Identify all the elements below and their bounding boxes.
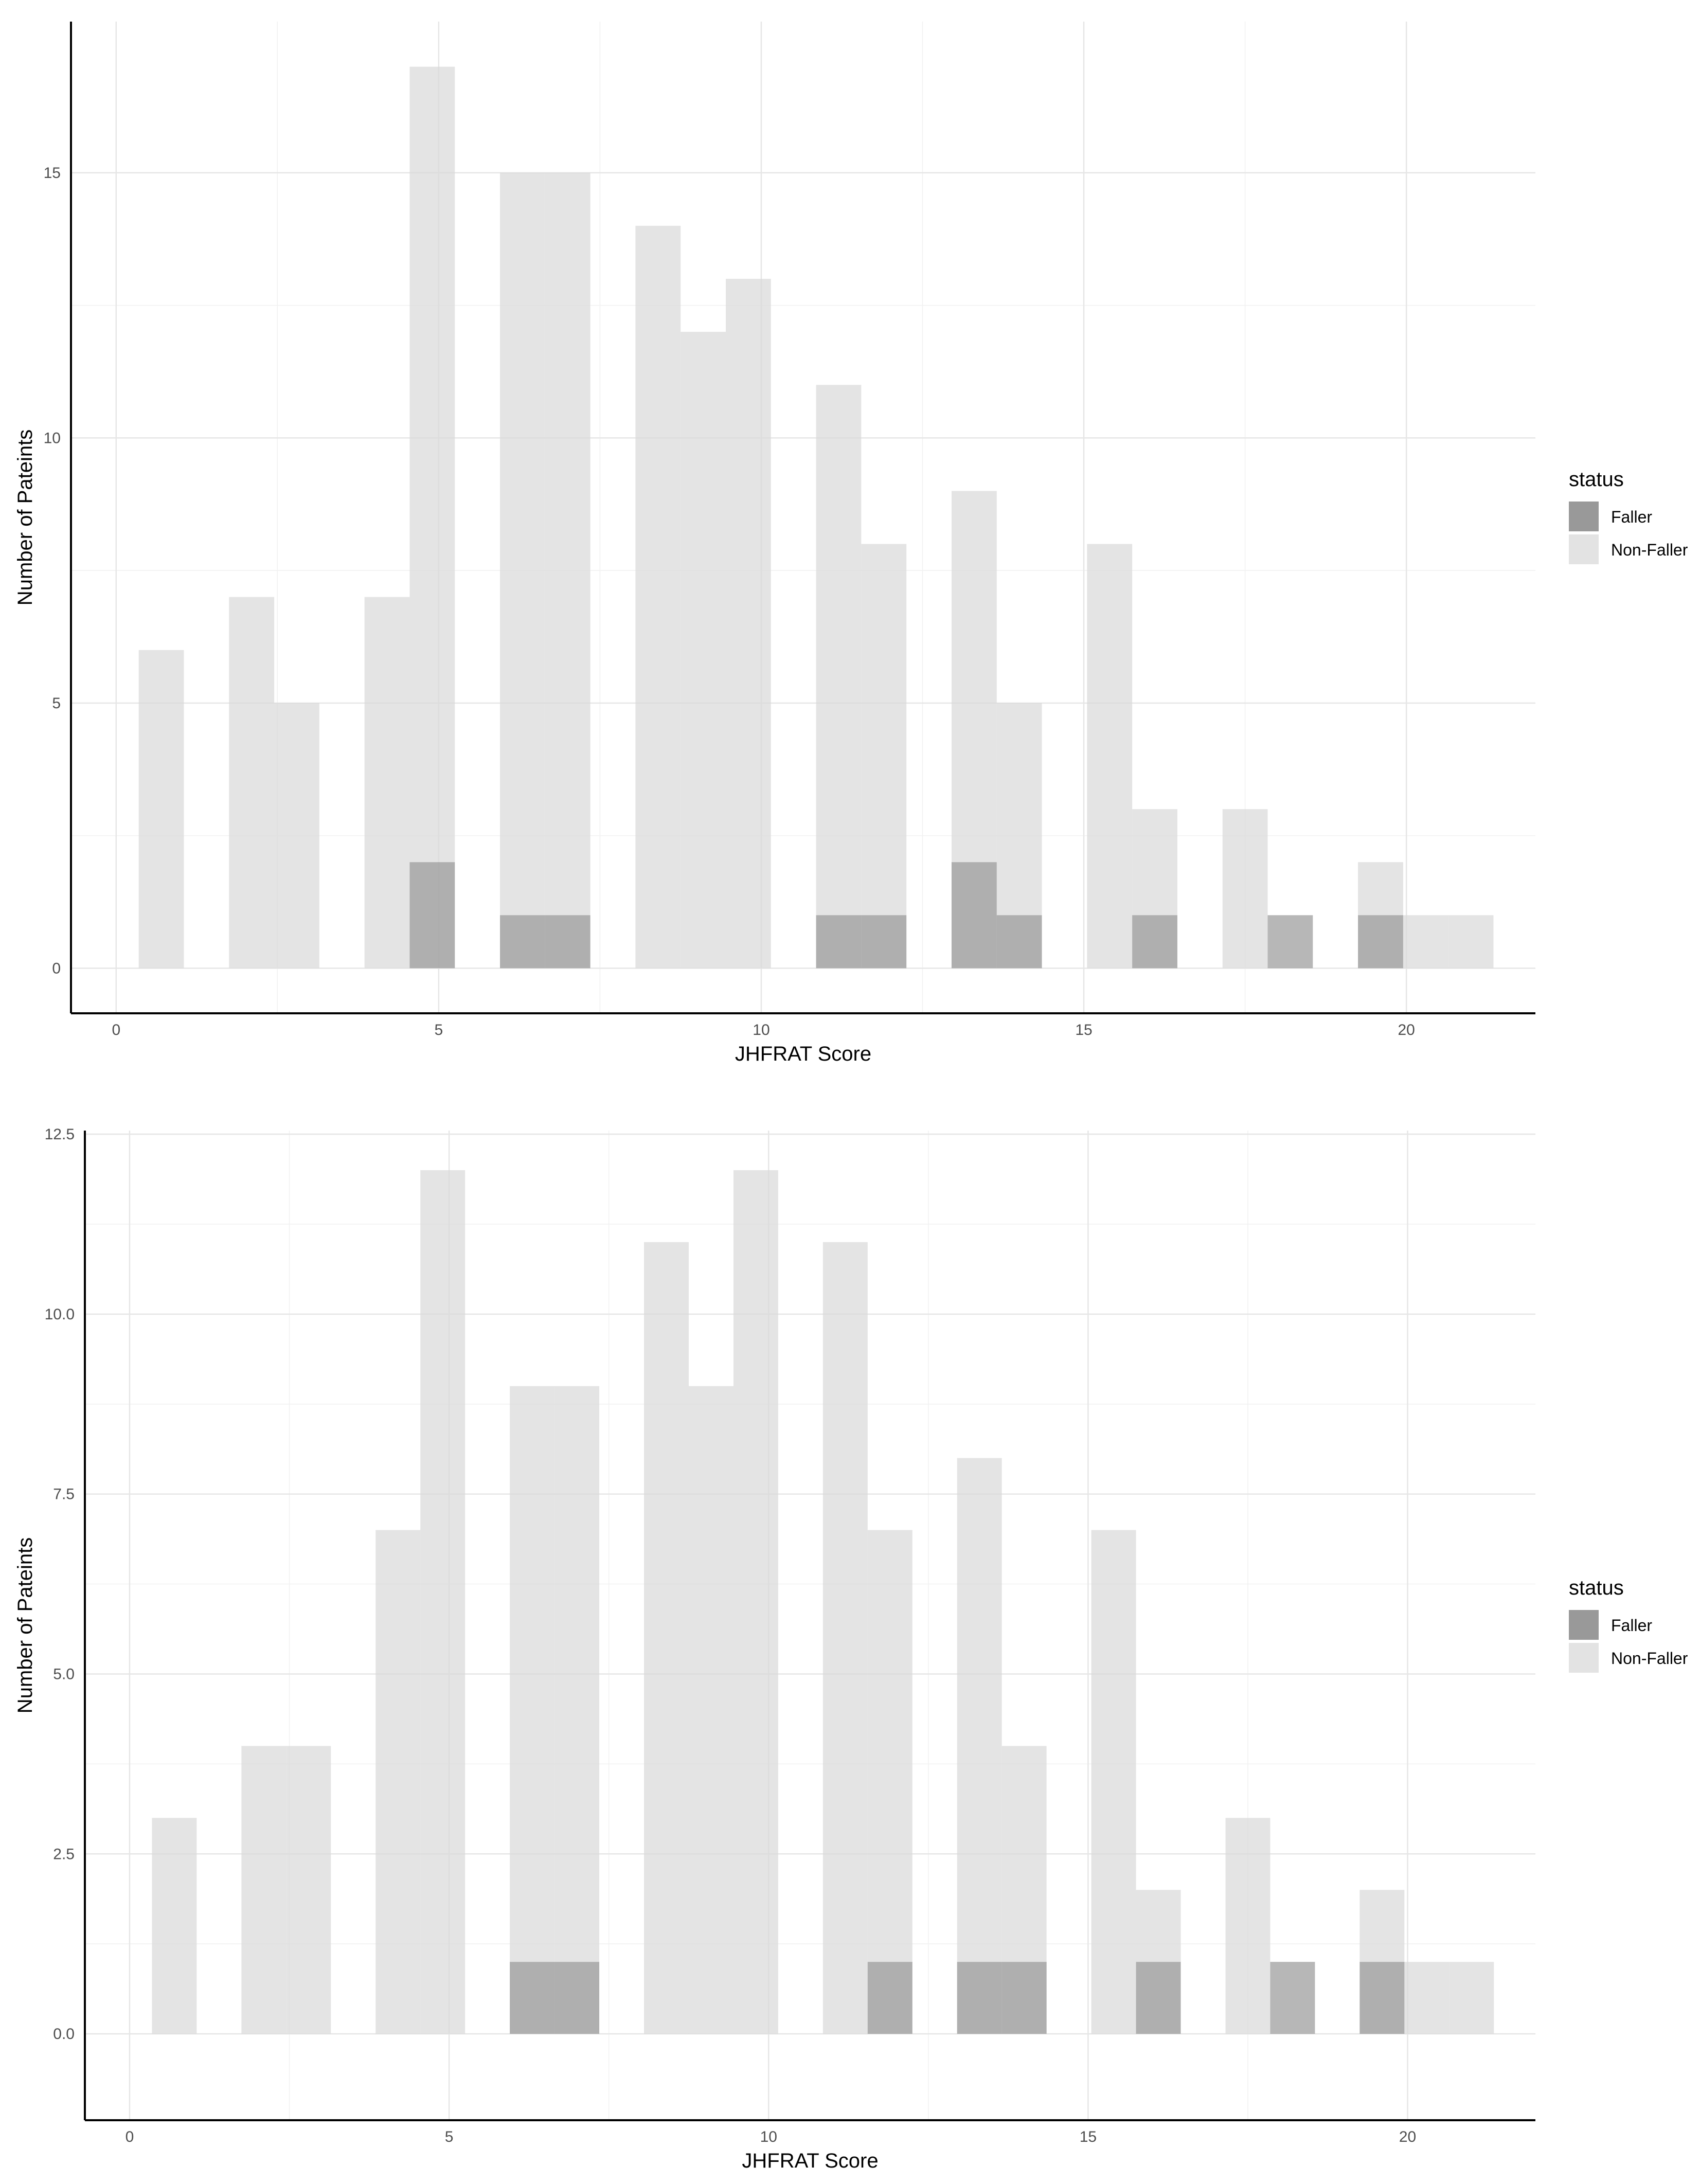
non-faller-bar — [635, 225, 681, 969]
y-axis-title: Number of Pateints — [14, 1537, 37, 1713]
bars — [138, 66, 1494, 969]
faller-bar — [861, 915, 907, 969]
faller-bar — [951, 862, 997, 969]
y-tick-label: 2.5 — [53, 1846, 75, 1863]
non-faller-bar — [1225, 1818, 1270, 2034]
histogram-chart-1: 0 5 10 15 20 0 5 10 15 JHFRAT Score Number of Pate… — [14, 22, 1688, 1065]
faller-bar — [510, 1962, 555, 2034]
legend-key-faller — [1569, 502, 1599, 531]
faller-bar — [1001, 1962, 1047, 2034]
legend-title: status — [1569, 468, 1624, 491]
legend-label-non-faller: Non-Faller — [1611, 1649, 1688, 1668]
non-faller-bar — [229, 597, 275, 969]
bars — [152, 1170, 1494, 2034]
legend-key-non-faller — [1569, 534, 1599, 564]
non-faller-bar — [152, 1818, 197, 2034]
y-tick-label: 7.5 — [53, 1486, 75, 1503]
non-faller-bar — [554, 1386, 600, 2034]
non-faller-bar — [725, 279, 771, 969]
x-tick-label: 10 — [753, 1022, 770, 1039]
non-faller-bar — [241, 1746, 287, 2034]
non-faller-bar — [1222, 809, 1268, 969]
y-axis-title: Number of Pateints — [14, 429, 37, 605]
faller-bar — [867, 1962, 912, 2034]
y-tick-label: 0.0 — [53, 2026, 75, 2043]
faller-bar — [1270, 1962, 1315, 2034]
non-faller-bar — [409, 66, 455, 969]
y-tick-label: 10.0 — [45, 1306, 75, 1323]
non-faller-bar — [1404, 1962, 1450, 2034]
y-tick-label: 12.5 — [45, 1126, 75, 1143]
y-tick-label: 15 — [44, 165, 61, 182]
non-faller-bar — [867, 1530, 912, 2034]
non-faller-bar — [816, 385, 862, 969]
x-axis-title: JHFRAT Score — [735, 1043, 871, 1065]
faller-bar — [1359, 1962, 1405, 2034]
y-tick-label: 0 — [52, 960, 61, 977]
non-faller-bar — [375, 1530, 421, 2034]
faller-bar — [554, 1962, 600, 2034]
series-non-faller — [138, 66, 1494, 969]
x-tick-label: 5 — [435, 1022, 443, 1039]
non-faller-bar — [510, 1386, 555, 2034]
non-faller-bar — [545, 172, 590, 969]
histogram-chart-2: 0 5 10 15 20 0.0 2.5 5.0 7.5 10.0 12.5 JHFRAT Score… — [14, 1126, 1688, 2172]
x-tick-label: 20 — [1398, 1022, 1415, 1039]
legend-key-faller — [1569, 1610, 1599, 1640]
non-faller-bar — [1448, 915, 1494, 969]
non-faller-bar — [644, 1242, 689, 2034]
faller-bar — [409, 862, 455, 969]
x-tick-label: 0 — [126, 2128, 134, 2145]
x-tick-label: 5 — [445, 2128, 454, 2145]
legend: status Faller Non-Faller — [1569, 468, 1688, 564]
non-faller-bar — [733, 1170, 778, 2034]
non-faller-bar — [274, 703, 319, 969]
y-tick-label: 5 — [52, 695, 61, 712]
legend-label-faller: Faller — [1611, 1616, 1652, 1635]
x-tick-label: 15 — [1080, 2128, 1097, 2145]
faller-bar — [500, 915, 545, 969]
non-faller-bar — [822, 1242, 868, 2034]
non-faller-bar — [420, 1170, 466, 2034]
non-faller-bar — [1091, 1530, 1136, 2034]
non-faller-bar — [500, 172, 545, 969]
series-faller — [409, 862, 1403, 969]
non-faller-bar — [1449, 1962, 1494, 2034]
faller-bar — [1132, 915, 1177, 969]
faller-bar — [957, 1962, 1002, 2034]
y-tick-label: 5.0 — [53, 1666, 75, 1682]
legend-title: status — [1569, 1577, 1624, 1599]
faller-bar — [1136, 1962, 1181, 2034]
legend: status Faller Non-Faller — [1569, 1577, 1688, 1673]
legend-label-faller: Faller — [1611, 508, 1652, 526]
non-faller-bar — [688, 1386, 733, 2034]
x-tick-label: 0 — [112, 1022, 120, 1039]
non-faller-bar — [681, 332, 726, 969]
legend-label-non-faller: Non-Faller — [1611, 541, 1688, 559]
non-faller-bar — [1087, 544, 1133, 969]
x-axis-title: JHFRAT Score — [742, 2150, 878, 2172]
non-faller-bar — [286, 1746, 331, 2034]
x-tick-label: 15 — [1075, 1022, 1092, 1039]
faller-bar — [1358, 915, 1403, 969]
x-tick-label: 10 — [760, 2128, 777, 2145]
non-faller-bar — [861, 544, 907, 969]
faller-bar — [545, 915, 590, 969]
faller-bar — [1267, 915, 1313, 969]
x-tick-label: 20 — [1399, 2128, 1416, 2145]
non-faller-bar — [1403, 915, 1448, 969]
non-faller-bar — [957, 1458, 1002, 2034]
faller-bar — [816, 915, 862, 969]
y-tick-label: 10 — [44, 429, 61, 446]
faller-bar — [996, 915, 1042, 969]
legend-key-non-faller — [1569, 1643, 1599, 1673]
series-faller — [510, 1962, 1405, 2034]
non-faller-bar — [364, 597, 410, 969]
non-faller-bar — [138, 650, 184, 969]
